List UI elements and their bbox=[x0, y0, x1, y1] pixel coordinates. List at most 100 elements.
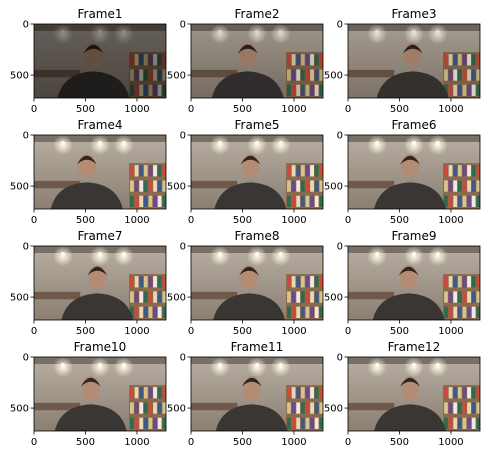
book bbox=[130, 165, 134, 177]
book bbox=[148, 195, 153, 207]
webcam-frame-image bbox=[34, 24, 166, 98]
book bbox=[143, 180, 148, 192]
book bbox=[139, 291, 144, 303]
book bbox=[134, 69, 139, 81]
book bbox=[467, 195, 471, 207]
book bbox=[310, 417, 314, 429]
y-tick-label: 0 bbox=[337, 242, 343, 253]
book bbox=[296, 417, 301, 429]
book bbox=[291, 180, 296, 192]
book bbox=[453, 180, 458, 192]
book bbox=[310, 195, 314, 207]
book bbox=[287, 291, 291, 303]
book bbox=[476, 84, 480, 96]
lamp-bulb bbox=[255, 30, 259, 34]
book bbox=[453, 54, 458, 66]
hoodie bbox=[215, 404, 288, 431]
y-tick-label: 500 bbox=[324, 71, 343, 82]
book bbox=[476, 69, 480, 81]
book bbox=[300, 276, 305, 288]
book bbox=[310, 387, 314, 399]
y-tick-label: 500 bbox=[167, 404, 186, 415]
lamp-bulb bbox=[121, 252, 126, 256]
y-tick-label: 0 bbox=[23, 242, 29, 253]
book bbox=[296, 69, 301, 81]
counter bbox=[191, 402, 238, 411]
book bbox=[310, 402, 314, 414]
book bbox=[467, 402, 471, 414]
webcam-frame-image bbox=[348, 357, 480, 431]
lamp-bulb bbox=[61, 30, 66, 34]
book bbox=[444, 306, 448, 318]
x-tick-label: 500 bbox=[76, 437, 95, 448]
book bbox=[476, 165, 480, 177]
x-tick-label: 500 bbox=[76, 104, 95, 115]
book bbox=[162, 402, 166, 414]
book bbox=[153, 306, 157, 318]
webcam-frame-image bbox=[348, 246, 480, 320]
book bbox=[319, 69, 323, 81]
hoodie bbox=[50, 182, 123, 209]
y-tick-label: 0 bbox=[180, 353, 186, 364]
book bbox=[476, 276, 480, 288]
book bbox=[296, 195, 301, 207]
book bbox=[134, 276, 139, 288]
book bbox=[300, 291, 305, 303]
book bbox=[453, 402, 458, 414]
book bbox=[139, 69, 144, 81]
book bbox=[143, 291, 148, 303]
x-tick-label: 0 bbox=[31, 215, 37, 226]
counter bbox=[348, 180, 395, 189]
book bbox=[157, 69, 162, 81]
book bbox=[444, 54, 448, 66]
frame-panel: Frame10 0 500 1000 0 500 bbox=[10, 340, 167, 448]
book bbox=[448, 306, 453, 318]
book bbox=[467, 306, 471, 318]
book bbox=[453, 165, 458, 177]
book bbox=[153, 69, 157, 81]
book bbox=[448, 165, 453, 177]
book bbox=[457, 195, 462, 207]
book bbox=[448, 54, 453, 66]
book bbox=[457, 417, 462, 429]
book bbox=[314, 306, 319, 318]
book bbox=[444, 180, 448, 192]
book bbox=[305, 276, 310, 288]
book bbox=[444, 291, 448, 303]
axes-frame bbox=[347, 134, 481, 210]
book bbox=[153, 165, 157, 177]
ceiling-lamp bbox=[113, 357, 134, 377]
axes-frame bbox=[190, 23, 324, 99]
book bbox=[462, 306, 467, 318]
x-tick-label: 1000 bbox=[438, 104, 463, 115]
book bbox=[457, 402, 462, 414]
frame-title: Frame12 bbox=[388, 340, 441, 354]
book bbox=[462, 387, 467, 399]
book bbox=[476, 195, 480, 207]
frame-panel: Frame2 0 500 1000 0 500 bbox=[167, 7, 324, 115]
book bbox=[287, 195, 291, 207]
x-tick-label: 0 bbox=[31, 104, 37, 115]
book bbox=[314, 387, 319, 399]
book bbox=[287, 84, 291, 96]
book bbox=[296, 402, 301, 414]
lamp-bulb bbox=[98, 363, 102, 367]
frame-panel: Frame11 0 500 1000 0 500 bbox=[167, 340, 324, 448]
book bbox=[457, 276, 462, 288]
hoodie bbox=[214, 182, 287, 209]
axes-frame bbox=[190, 245, 324, 321]
book bbox=[448, 180, 453, 192]
book bbox=[296, 306, 301, 318]
x-tick-label: 0 bbox=[345, 104, 351, 115]
y-tick-label: 500 bbox=[324, 182, 343, 193]
book bbox=[453, 276, 458, 288]
book bbox=[148, 180, 153, 192]
webcam-frame-image bbox=[348, 135, 480, 209]
book bbox=[287, 69, 291, 81]
book bbox=[157, 276, 162, 288]
book bbox=[305, 69, 310, 81]
book bbox=[305, 180, 310, 192]
hoodie bbox=[372, 293, 445, 320]
book bbox=[296, 276, 301, 288]
book bbox=[130, 291, 134, 303]
